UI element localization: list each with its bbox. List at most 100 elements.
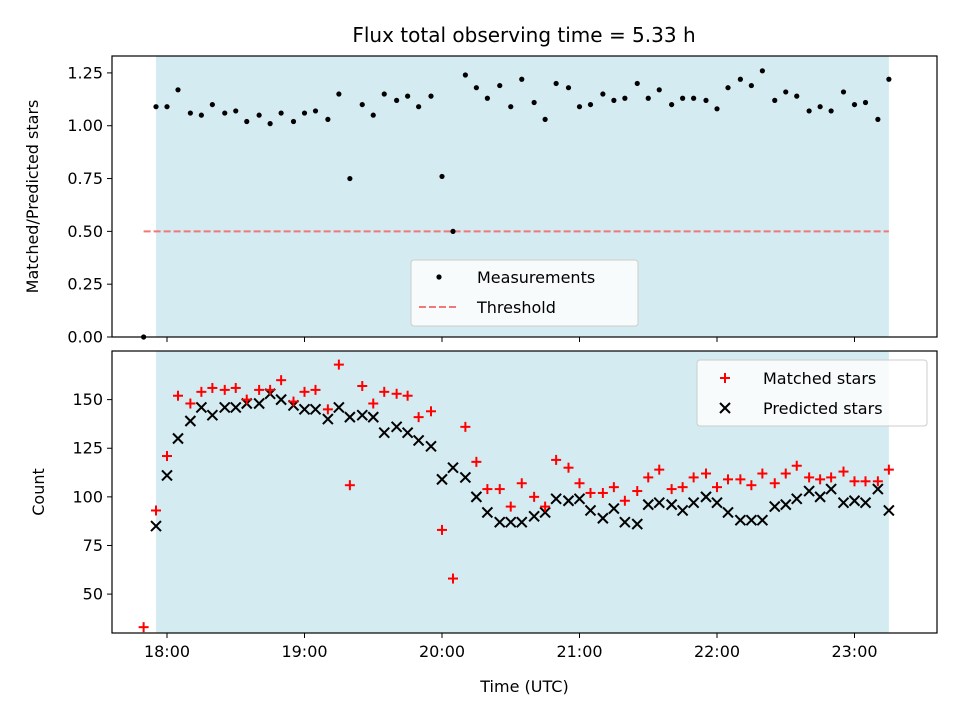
predicted-star-point <box>550 493 562 505</box>
bottom-panel-frame <box>111 350 938 634</box>
bottom-panel: 50 75 100 125 150 18:00 19:00 20:00 21:00 22:00 2… <box>29 350 938 696</box>
predicted-star-point <box>872 483 884 495</box>
measurement-point <box>828 108 834 114</box>
measurement-point <box>450 228 456 234</box>
predicted-star-point <box>642 498 654 511</box>
matched-star-point <box>391 388 402 399</box>
legend-plus <box>720 373 730 383</box>
predicted-star-point <box>322 413 334 425</box>
predicted-star-point <box>791 493 803 505</box>
chart-title: Flux total observing time = 5.33 h <box>352 23 695 47</box>
matched-star-point <box>460 421 471 432</box>
matched-star-point <box>402 390 413 401</box>
matched-star-point <box>769 478 780 489</box>
predicted-star-point <box>848 495 861 507</box>
predicted-star-point <box>780 498 792 511</box>
predicted-star-point <box>528 510 540 523</box>
predicted-star-point <box>734 514 747 526</box>
matched-star-point <box>838 466 849 477</box>
measurement-point <box>611 97 617 103</box>
predicted-star-point <box>378 426 390 439</box>
measurement-point <box>153 104 159 110</box>
matched-star-point <box>426 406 436 417</box>
measurement-point <box>587 101 594 108</box>
predicted-star-point <box>206 409 219 421</box>
measurement-point <box>347 175 353 182</box>
bottom-y-axis-label: Count <box>29 468 48 516</box>
predicted-star-point <box>344 411 356 423</box>
matched-star-point <box>529 491 540 502</box>
measurement-point <box>428 93 434 99</box>
measurement-point <box>312 108 319 114</box>
measurement-point <box>806 108 812 114</box>
measurement-point <box>851 101 858 108</box>
measurement-point <box>381 91 387 97</box>
predicted-star-point <box>494 516 506 528</box>
legend-label-predicted-stars: Predicted stars <box>763 399 883 418</box>
matched-star-point <box>230 382 241 393</box>
measurement-point <box>542 116 548 122</box>
measurement-point <box>267 121 273 127</box>
predicted-star-point <box>883 504 895 517</box>
measurement-point <box>405 93 411 99</box>
bottom-y-tick-label: 150 <box>72 390 103 409</box>
measurement-point <box>725 85 731 91</box>
measurement-point <box>714 106 720 112</box>
legend-label-threshold: Threshold <box>476 298 556 317</box>
top-y-tick-label: 0.25 <box>67 275 103 294</box>
top-y-tick-label: 1.25 <box>67 63 103 82</box>
measurement-point <box>508 104 514 110</box>
predicted-star-point <box>161 469 173 482</box>
matched-star-point <box>516 478 527 489</box>
measurement-point <box>462 72 468 78</box>
predicted-star-point <box>195 401 208 414</box>
x-tick-label: 22:00 <box>694 642 740 661</box>
measurement-point <box>256 112 262 118</box>
matched-star-point <box>207 382 218 393</box>
matched-star-point <box>735 474 746 485</box>
predicted-star-point <box>219 401 231 414</box>
x-tick-label: 20:00 <box>419 642 465 661</box>
measurement-point <box>175 87 181 93</box>
measurement-point <box>565 85 572 91</box>
matched-star-point <box>276 375 287 386</box>
top-y-tick-label: 1.00 <box>67 116 103 135</box>
measurement-point <box>622 95 628 101</box>
x-tick-label: 21:00 <box>556 642 602 661</box>
legend-marker-measurements <box>436 274 442 280</box>
top-y-tick-label: 0.50 <box>67 222 103 241</box>
matched-star-point <box>162 451 172 462</box>
matched-star-point <box>804 472 815 483</box>
matched-star-point <box>723 474 733 485</box>
measurement-point <box>278 110 284 116</box>
matched-star-point <box>505 501 516 512</box>
predicted-star-point <box>665 498 678 511</box>
matched-star-point <box>138 622 149 633</box>
bottom-legend: Matched stars Predicted stars <box>696 359 928 427</box>
predicted-star-point <box>309 403 322 416</box>
matched-star-point <box>608 482 619 493</box>
matched-star-point <box>860 476 871 487</box>
measurement-point <box>680 95 686 101</box>
measurement-point <box>370 112 376 118</box>
matched-star-point <box>815 474 826 485</box>
matched-star-point <box>780 468 791 479</box>
matched-star-point <box>677 482 688 493</box>
predicted-star-point <box>275 393 287 406</box>
measurement-point <box>198 112 204 118</box>
matched-star-point <box>849 476 860 487</box>
predicted-star-point <box>230 401 242 414</box>
measurement-point <box>553 80 559 87</box>
bottom-y-tick-label: 100 <box>72 487 103 506</box>
measurement-point <box>233 108 239 114</box>
predicted-star-point <box>711 496 723 509</box>
matched-star-point <box>666 484 677 495</box>
predicted-star-point <box>436 473 448 486</box>
bottom-y-tick-label: 50 <box>83 585 103 604</box>
measurement-point <box>531 99 537 106</box>
matched-star-point <box>265 384 276 395</box>
measurement-point <box>840 89 847 95</box>
predicted-star-point <box>619 516 631 528</box>
x-tick-label: 19:00 <box>281 642 327 661</box>
matched-star-point <box>619 495 630 506</box>
